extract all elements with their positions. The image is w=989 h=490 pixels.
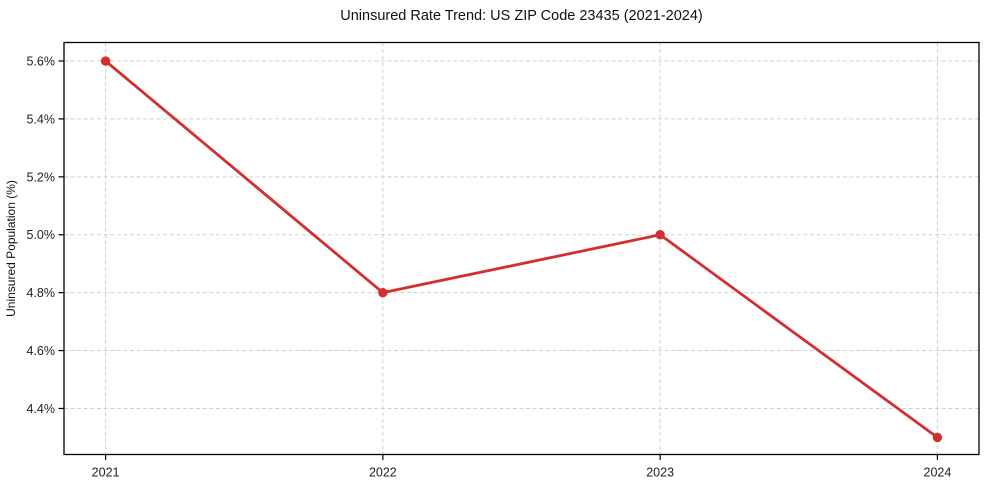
y-tick-label: 5.4% — [27, 112, 56, 126]
x-tick-label: 2024 — [924, 466, 952, 480]
chart-title: Uninsured Rate Trend: US ZIP Code 23435 … — [340, 8, 702, 24]
x-tick-label: 2023 — [646, 466, 674, 480]
x-tick-label: 2022 — [369, 466, 397, 480]
x-tick-label: 2021 — [92, 466, 120, 480]
y-tick-label: 4.4% — [27, 402, 56, 416]
data-point — [378, 287, 388, 298]
data-point — [655, 230, 665, 240]
y-tick-label: 5.2% — [27, 170, 56, 184]
plot-area: 4.4% 4.6% 4.8% 5.0% 5.2% 5.4% 5.6% 2021 2022 2023… — [27, 41, 980, 480]
data-point — [100, 56, 111, 66]
y-tick-label: 4.8% — [27, 286, 56, 300]
axes-frame — [63, 41, 980, 456]
data-point — [932, 432, 943, 443]
y-tick-label: 5.6% — [27, 55, 56, 69]
y-tick-label: 5.0% — [27, 228, 56, 242]
y-axis-label: Uninsured Population (%) — [4, 180, 18, 317]
y-tick-label: 4.6% — [27, 344, 56, 358]
trend-line — [104, 59, 939, 439]
